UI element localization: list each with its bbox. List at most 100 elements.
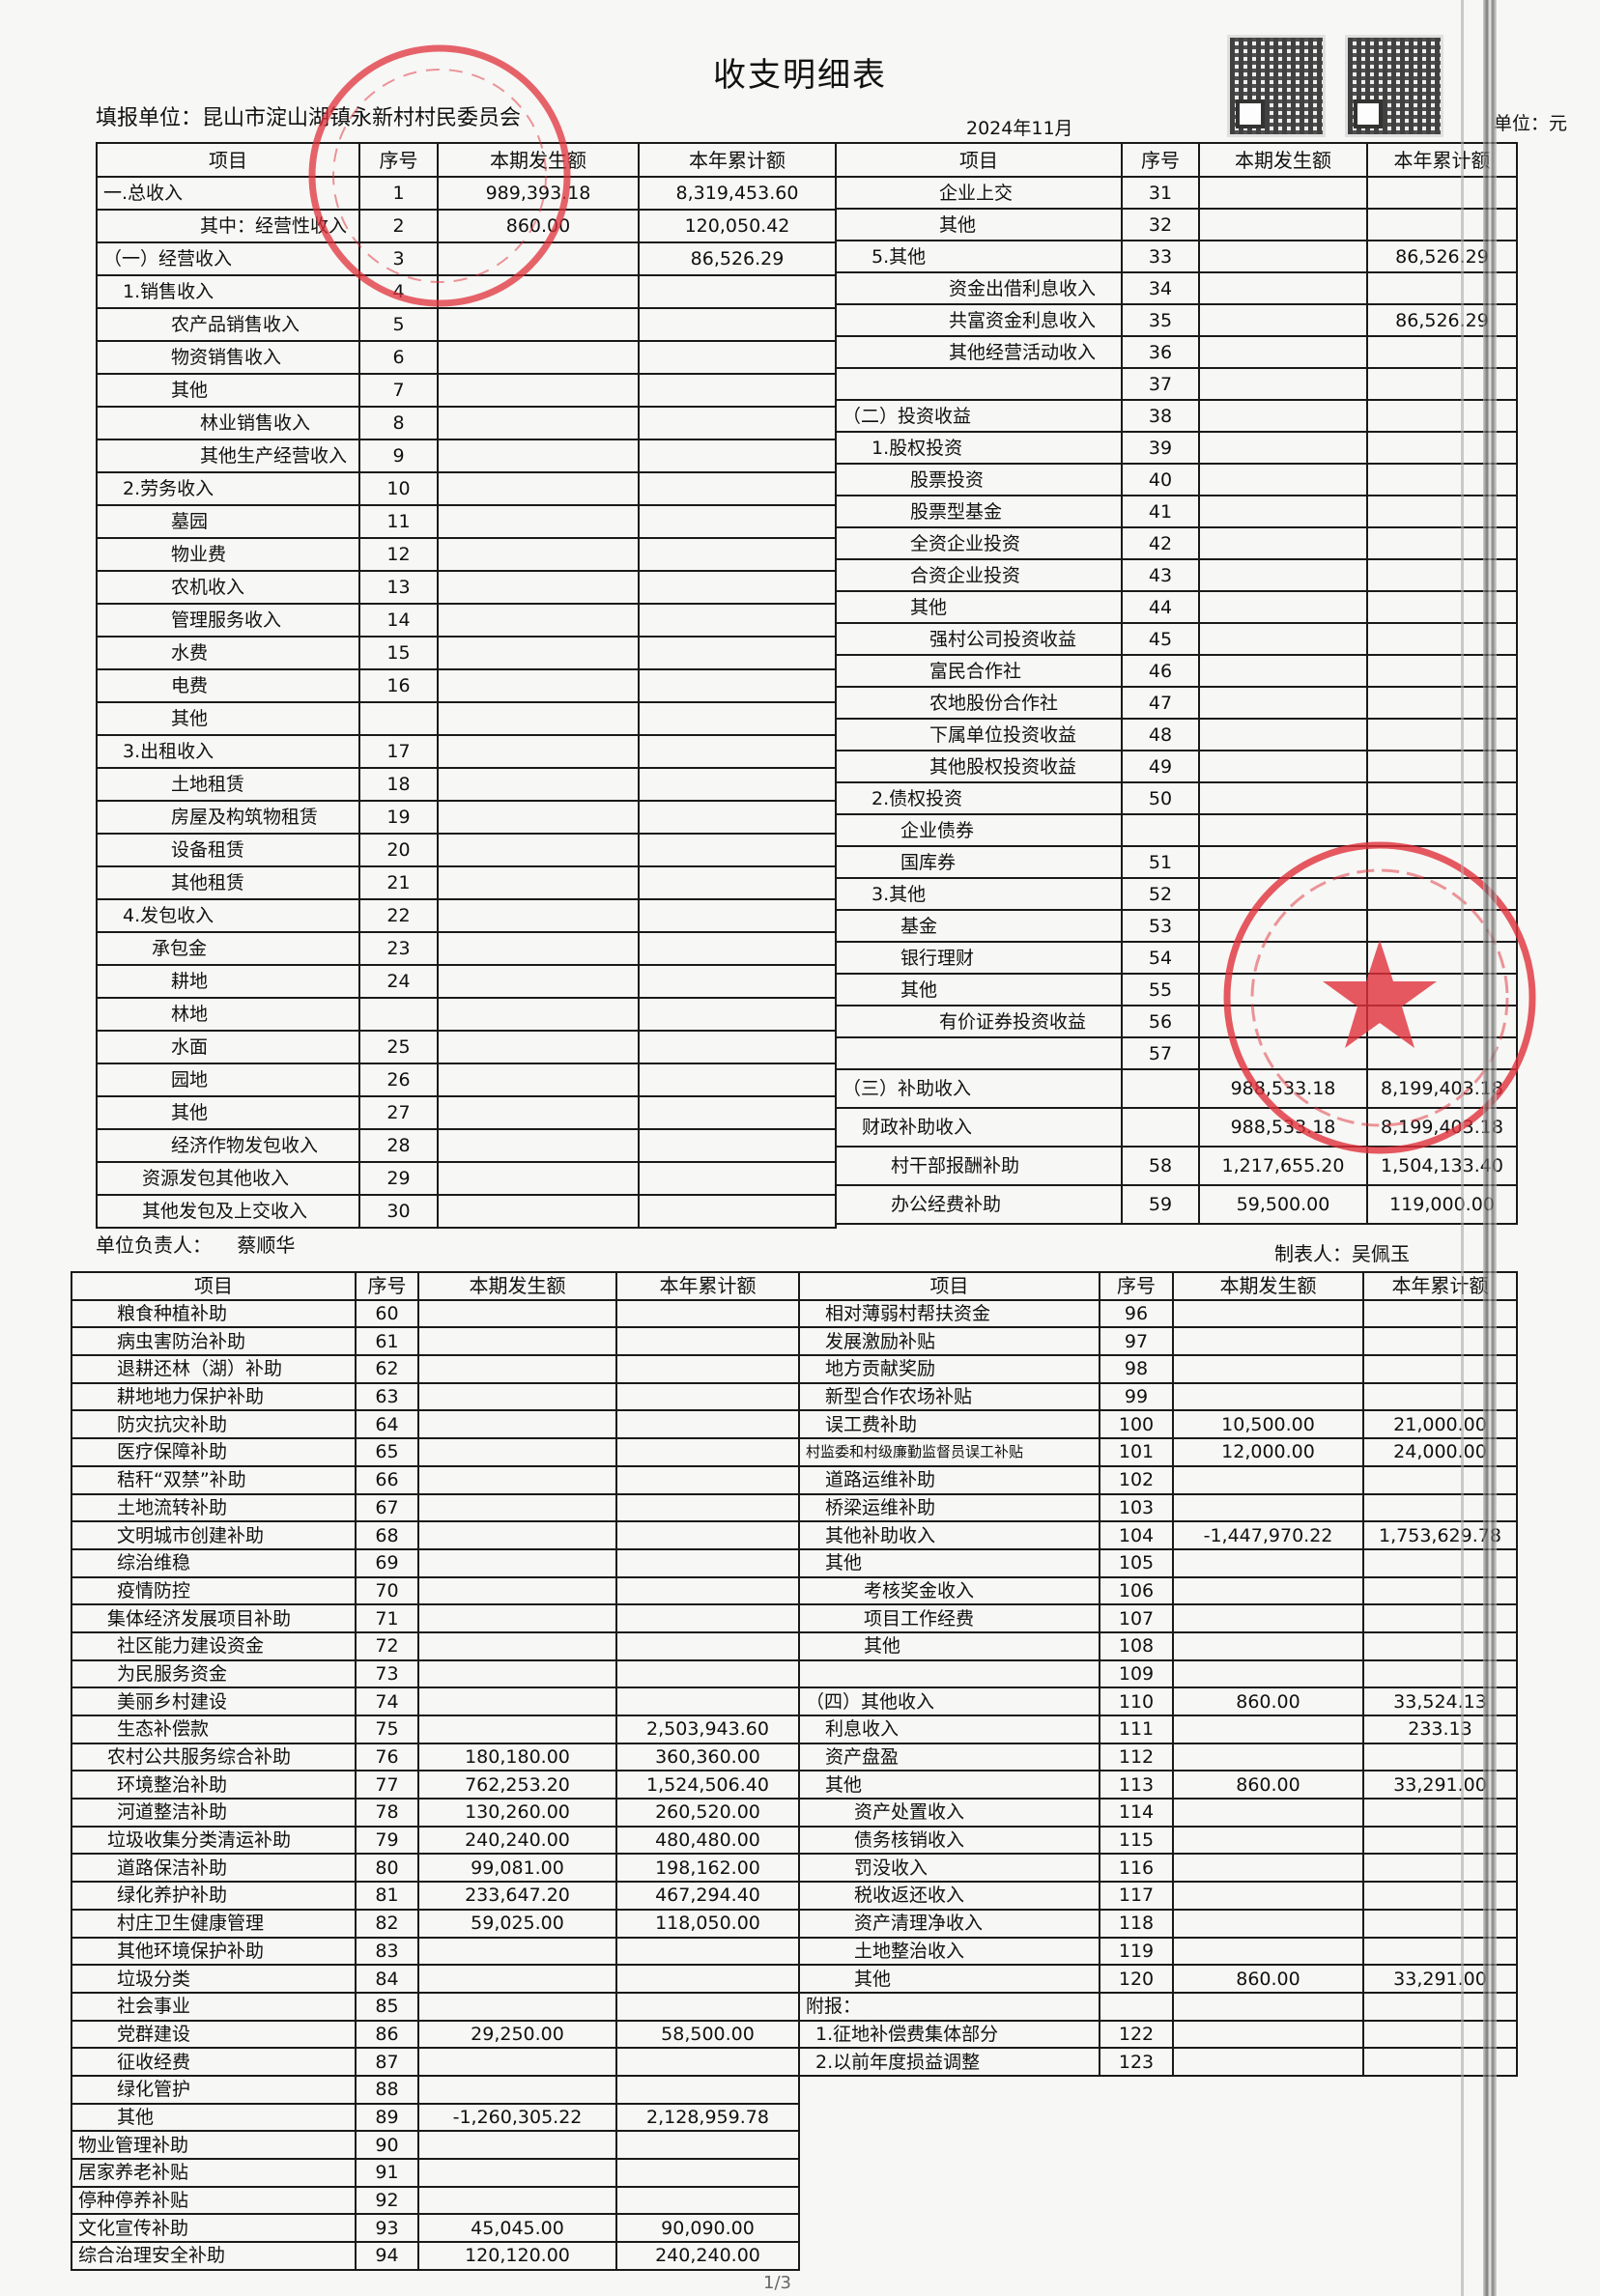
row-item: （三）补助收入 bbox=[835, 1068, 1123, 1109]
table-row: 3.出租收入 17 bbox=[96, 734, 837, 769]
table-row: 其他 89 -1,260,305.22 2,128,959.78 bbox=[71, 2102, 800, 2133]
row-current bbox=[417, 1409, 617, 1440]
row-item: 其中：经营性收入 bbox=[96, 209, 360, 243]
row-seq: 68 bbox=[355, 1520, 419, 1550]
row-seq: 122 bbox=[1099, 2019, 1174, 2050]
row-current bbox=[1198, 718, 1368, 751]
row-seq: 79 bbox=[355, 1825, 419, 1856]
table-row: 农地股份合作社 47 bbox=[835, 686, 1518, 720]
row-ytd bbox=[638, 373, 837, 408]
row-ytd bbox=[615, 2158, 800, 2188]
row-ytd bbox=[615, 1991, 800, 2022]
row-item: 强村公司投资收益 bbox=[835, 622, 1123, 656]
row-seq bbox=[358, 997, 439, 1032]
table-row: 电费 16 bbox=[96, 668, 837, 703]
table-row: 资源发包其他收入 29 bbox=[96, 1161, 837, 1196]
row-ytd bbox=[638, 1063, 837, 1097]
table-row: 环境整治补助 77 762,253.20 1,524,506.40 bbox=[71, 1770, 800, 1800]
table-row: 资金出借利息收入 34 bbox=[835, 271, 1518, 305]
table-row: 停种停养补贴 92 bbox=[71, 2185, 800, 2216]
row-seq: 77 bbox=[355, 1770, 419, 1800]
table-row: 资产处置收入 114 bbox=[798, 1798, 1518, 1828]
row-item: 1.销售收入 bbox=[96, 274, 360, 309]
row-ytd: 2,503,943.60 bbox=[615, 1715, 800, 1744]
row-current bbox=[437, 1128, 640, 1163]
row-current: 130,260.00 bbox=[417, 1798, 617, 1828]
row-item: 地方贡献奖励 bbox=[798, 1354, 1100, 1384]
row-current bbox=[417, 1603, 617, 1633]
row-current bbox=[437, 701, 640, 736]
table-row: 村干部报酬补助 58 1,217,655.20 1,504,133.40 bbox=[835, 1146, 1518, 1186]
row-ytd bbox=[615, 1409, 800, 1440]
table-row: （三）补助收入 988,533.18 8,199,403.18 bbox=[835, 1068, 1518, 1109]
row-seq: 64 bbox=[355, 1409, 419, 1440]
row-ytd bbox=[638, 833, 837, 867]
row-item: 下属单位投资收益 bbox=[835, 718, 1123, 751]
table-row: 项目工作经费 107 bbox=[798, 1603, 1518, 1633]
table-row: 村监委和村级廉勤监督员误工补贴 101 12,000.00 24,000.00 bbox=[798, 1437, 1518, 1467]
row-seq: 1 bbox=[358, 176, 439, 211]
row-item: 道路运维补助 bbox=[798, 1464, 1100, 1495]
row-current: 180,180.00 bbox=[417, 1742, 617, 1772]
row-seq: 70 bbox=[355, 1575, 419, 1606]
row-seq: 120 bbox=[1099, 1964, 1174, 1994]
row-seq: 84 bbox=[355, 1964, 419, 1994]
row-item: 合资企业投资 bbox=[835, 558, 1123, 592]
table-row: 其他经营活动收入 36 bbox=[835, 335, 1518, 369]
row-current bbox=[1172, 1991, 1364, 2022]
table-row: 2.以前年度损益调整 123 bbox=[798, 2047, 1518, 2077]
row-seq: 11 bbox=[358, 504, 439, 539]
row-item: 病虫害防治补助 bbox=[71, 1326, 357, 1357]
row-current bbox=[417, 2074, 617, 2105]
table-row: 医疗保障补助 65 bbox=[71, 1437, 800, 1467]
row-item: 文化宣传补助 bbox=[71, 2213, 357, 2244]
row-seq: 96 bbox=[1099, 1298, 1174, 1329]
row-current bbox=[1198, 1005, 1368, 1038]
row-item: 其他股权投资收益 bbox=[835, 750, 1123, 783]
row-current bbox=[437, 504, 640, 539]
row-seq: 55 bbox=[1121, 973, 1200, 1006]
row-current: -1,447,970.22 bbox=[1172, 1520, 1364, 1550]
table-row: 其他环境保护补助 83 bbox=[71, 1936, 800, 1967]
table-row: 3.其他 52 bbox=[835, 877, 1518, 911]
header-seq: 序号 bbox=[358, 142, 439, 178]
row-current bbox=[1198, 845, 1368, 879]
row-seq: 35 bbox=[1121, 303, 1200, 337]
row-item: 为民服务资金 bbox=[71, 1658, 357, 1689]
table-row: 一.总收入 1 989,393.18 8,319,453.60 bbox=[96, 176, 837, 211]
row-item: 一.总收入 bbox=[96, 176, 360, 211]
row-current bbox=[1172, 1492, 1364, 1523]
row-current: 240,240.00 bbox=[417, 1825, 617, 1856]
preparer: 制表人：吴佩玉 bbox=[1274, 1242, 1410, 1265]
table-row: 其他 bbox=[96, 701, 837, 736]
row-seq: 59 bbox=[1121, 1184, 1200, 1225]
row-item: 秸秆“双禁”补助 bbox=[71, 1464, 357, 1495]
row-seq: 25 bbox=[358, 1030, 439, 1064]
row-seq: 114 bbox=[1099, 1798, 1174, 1828]
row-ytd bbox=[615, 1936, 800, 1967]
row-seq: 106 bbox=[1099, 1575, 1174, 1606]
row-seq: 41 bbox=[1121, 495, 1200, 528]
row-current bbox=[417, 1437, 617, 1467]
row-seq: 60 bbox=[355, 1298, 419, 1329]
row-current bbox=[437, 537, 640, 572]
row-current bbox=[1172, 1825, 1364, 1856]
row-item: 土地租赁 bbox=[96, 767, 360, 802]
row-seq: 111 bbox=[1099, 1715, 1174, 1744]
table-row: 资产盘盈 112 bbox=[798, 1742, 1518, 1772]
table-row: 其他 44 bbox=[835, 590, 1518, 624]
table-row: 37 bbox=[835, 367, 1518, 401]
row-seq: 99 bbox=[1099, 1381, 1174, 1412]
row-current bbox=[1172, 1936, 1364, 1967]
preparer-label: 制表人： bbox=[1274, 1242, 1352, 1265]
row-current bbox=[437, 1194, 640, 1229]
table-row: 强村公司投资收益 45 bbox=[835, 622, 1518, 656]
row-current bbox=[437, 471, 640, 506]
row-seq: 9 bbox=[358, 439, 439, 473]
row-seq: 66 bbox=[355, 1464, 419, 1495]
row-seq: 21 bbox=[358, 865, 439, 900]
table-row: 土地整治收入 119 bbox=[798, 1936, 1518, 1967]
table-row: 其他发包及上交收入 30 bbox=[96, 1194, 837, 1229]
table-header: 项目 序号 本期发生额 本年累计额 bbox=[798, 1271, 1518, 1301]
row-seq: 31 bbox=[1121, 176, 1200, 210]
